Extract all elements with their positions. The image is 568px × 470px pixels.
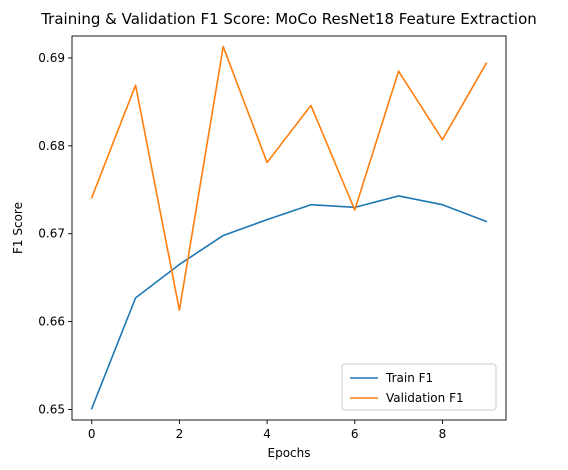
y-tick-label: 0.67	[38, 227, 65, 241]
series-line-validation-f1	[90, 45, 488, 311]
x-tick-label: 0	[88, 427, 96, 441]
x-axis-label: Epochs	[268, 446, 311, 460]
legend-box	[341, 363, 497, 411]
y-tick-label: 0.68	[38, 139, 65, 153]
x-tick-label: 6	[351, 427, 359, 441]
plot-area: 0 2 4 6 8 0.65 0.66 0.67 0.68 0.69	[38, 35, 507, 441]
axes-frame	[71, 35, 507, 421]
legend-label-train-f1: Train F1	[385, 371, 433, 385]
y-tick-label: 0.65	[38, 402, 65, 416]
y-tick-label: 0.66	[38, 315, 65, 329]
y-axis-label: F1 Score	[11, 202, 25, 254]
x-tick-label: 8	[439, 427, 447, 441]
series-line-train-f1	[90, 195, 488, 410]
chart-title: Training & Validation F1 Score: MoCo Res…	[40, 10, 537, 28]
x-tick-label: 4	[263, 427, 271, 441]
x-tick-label: 2	[176, 427, 184, 441]
legend-label-validation-f1: Validation F1	[386, 391, 464, 405]
y-tick-label: 0.69	[38, 51, 65, 65]
legend: Train F1 Validation F1	[341, 363, 497, 411]
